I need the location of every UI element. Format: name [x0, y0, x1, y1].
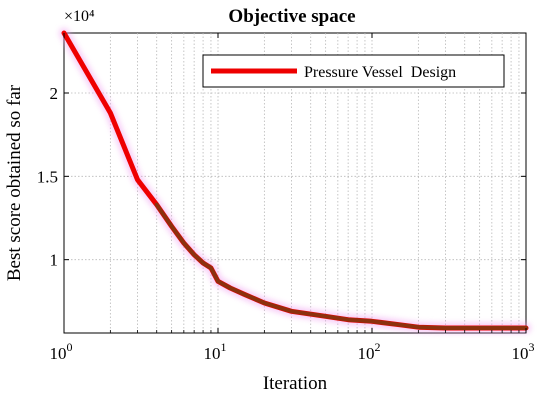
legend: Pressure Vessel Design: [202, 54, 505, 88]
y-tick-label: 1.5: [37, 167, 58, 186]
ticks: 1 1.5 2 100 101 102 103: [37, 33, 535, 363]
legend-entry: Pressure Vessel Design: [304, 64, 456, 81]
y-tick-label: 1: [50, 251, 59, 270]
series-line-overlay: [154, 202, 528, 330]
x-tick-label: 101: [204, 340, 227, 363]
chart-title: Objective space: [228, 6, 355, 27]
x-axis-label: Iteration: [263, 373, 328, 394]
series-layer: [59, 28, 531, 333]
x-tick-label: 100: [50, 340, 73, 363]
y-multiplier-label: ×10⁴: [64, 8, 95, 25]
y-tick-label: 2: [50, 84, 59, 103]
x-tick-label: 102: [358, 340, 381, 363]
x-tick-label: 103: [512, 340, 535, 363]
y-axis-label: Best score obtained so far: [4, 84, 25, 281]
